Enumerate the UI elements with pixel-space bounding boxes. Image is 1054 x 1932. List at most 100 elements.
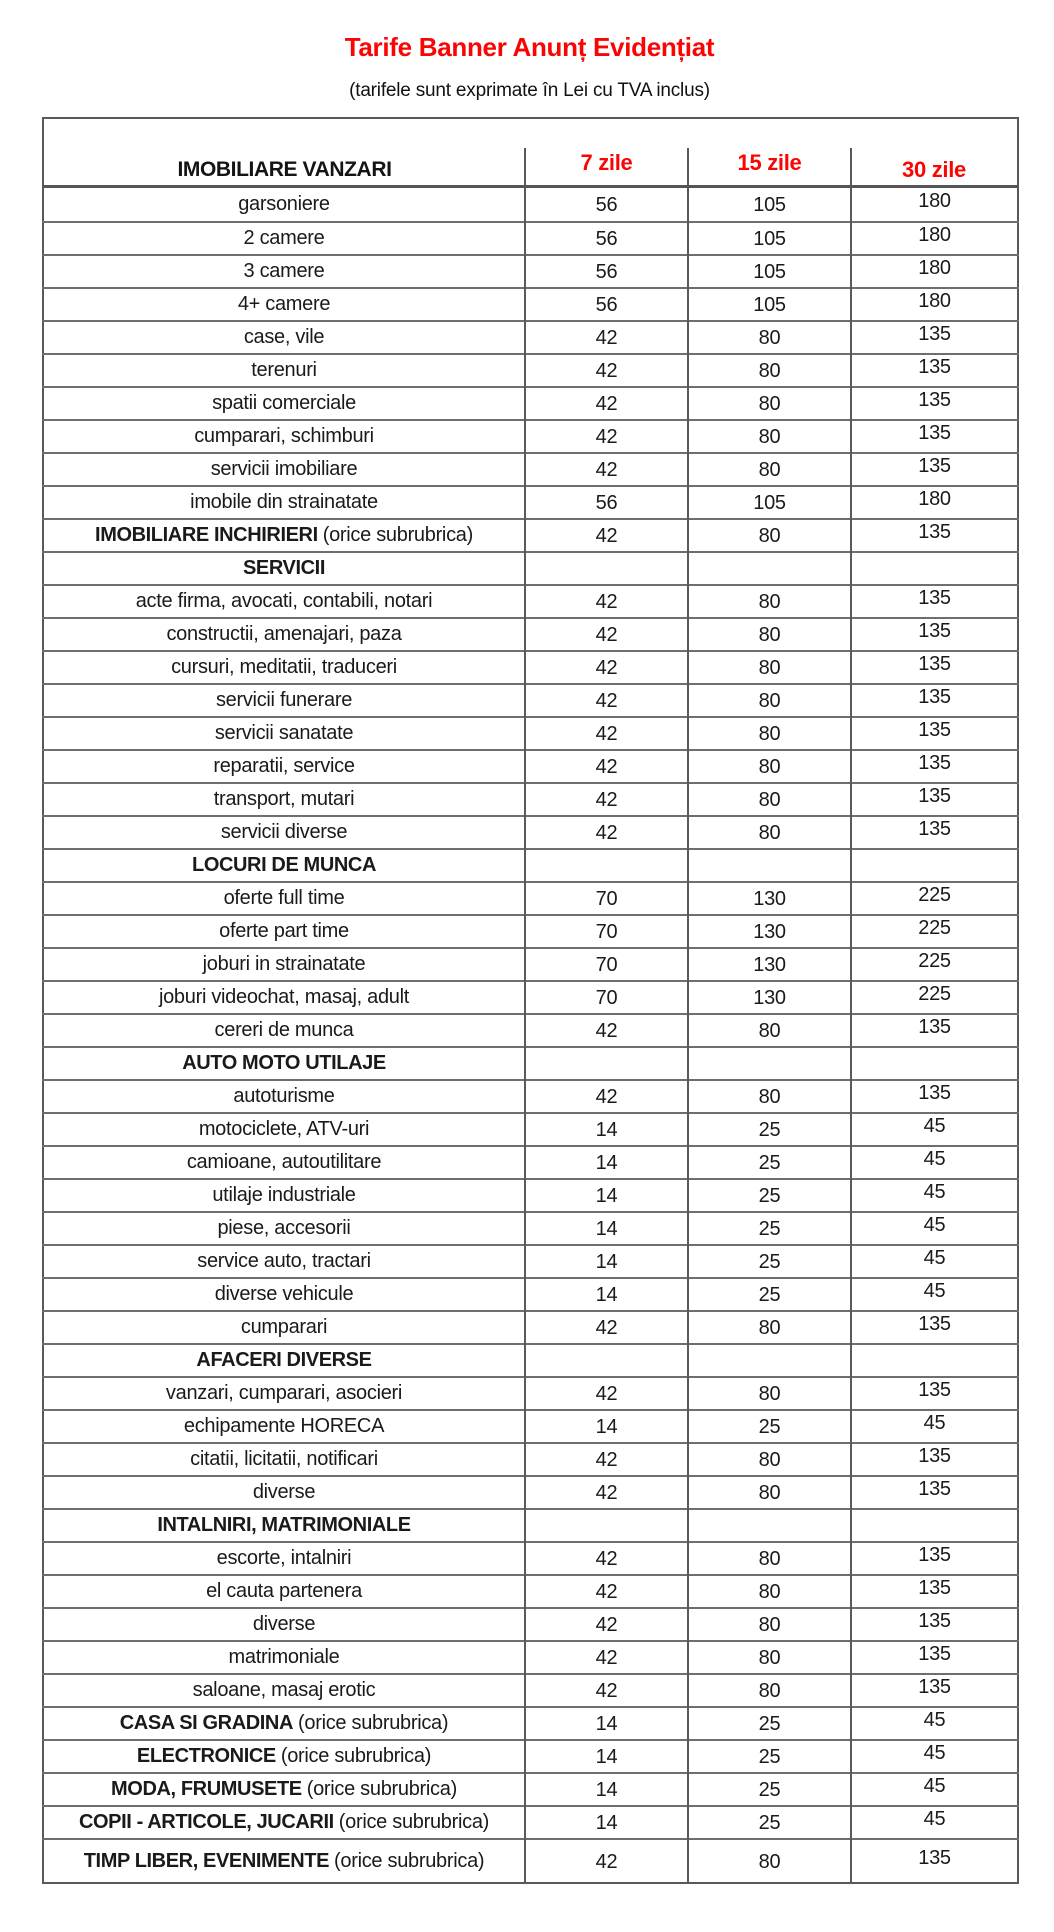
- price-cell: [524, 849, 688, 882]
- category-label: servicii sanatate: [214, 722, 354, 744]
- price-cell: 42: [524, 1839, 688, 1883]
- category-cell: TIMP LIBER, EVENIMENTE (orice subrubrica): [43, 1839, 525, 1883]
- price-cell: 80: [687, 1311, 851, 1344]
- category-label: garsoniere: [238, 192, 330, 215]
- price-value: 14: [595, 1779, 618, 1801]
- category-cell: cursuri, meditatii, traduceri: [43, 651, 525, 684]
- price-value: 135: [918, 1643, 951, 1665]
- price-value: 135: [918, 719, 951, 741]
- pricing-table-body: garsoniere 56 105 180 2 camere 56 105 180 3 came…: [43, 186, 1018, 1883]
- price-cell: 135: [850, 618, 1018, 651]
- price-cell: 80: [687, 684, 851, 717]
- price-cell: 70: [524, 882, 688, 915]
- price-cell: 135: [850, 1608, 1018, 1641]
- price-cell: 180: [850, 288, 1018, 321]
- price-cell: 45: [850, 1707, 1018, 1740]
- price-value: 80: [758, 822, 781, 844]
- category-label-bold: CASA SI GRADINA: [119, 1712, 294, 1734]
- table-row: 3 camere 56 105 180: [43, 255, 1018, 288]
- column-divider: [850, 147, 852, 185]
- price-cell: 45: [850, 1146, 1018, 1179]
- price-cell: 42: [524, 420, 688, 453]
- category-label: joburi in strainatate: [202, 953, 366, 975]
- category-label: el cauta partenera: [206, 1580, 362, 1602]
- category-cell: IMOBILIARE INCHIRIERI (orice subrubrica): [43, 519, 525, 552]
- price-cell: 80: [687, 1608, 851, 1641]
- page-subtitle: (tarifele sunt exprimate în Lei cu TVA i…: [349, 80, 710, 101]
- category-cell: case, vile: [43, 321, 525, 354]
- header-col-30-zile: 30 zile: [850, 118, 1018, 186]
- category-cell: vanzari, cumparari, asocieri: [43, 1377, 525, 1410]
- price-value: 42: [595, 624, 618, 646]
- category-cell: camioane, autoutilitare: [43, 1146, 525, 1179]
- price-value: 130: [753, 987, 786, 1009]
- price-value: 56: [595, 261, 618, 283]
- price-value: 45: [923, 1775, 946, 1797]
- category-cell: cumparari: [43, 1311, 525, 1344]
- category-label: diverse: [252, 1481, 316, 1503]
- price-value: 105: [753, 294, 786, 316]
- price-cell: 45: [850, 1773, 1018, 1806]
- price-cell: 42: [524, 1674, 688, 1707]
- price-value: 135: [918, 1016, 951, 1038]
- price-cell: 25: [687, 1707, 851, 1740]
- price-value: 135: [918, 1676, 951, 1698]
- price-value: 80: [758, 360, 781, 382]
- price-cell: 42: [524, 453, 688, 486]
- price-cell: 225: [850, 882, 1018, 915]
- price-cell: 56: [524, 486, 688, 519]
- price-value: 45: [923, 1214, 946, 1236]
- price-cell: 42: [524, 321, 688, 354]
- price-value: 135: [918, 752, 951, 774]
- price-cell: 130: [687, 981, 851, 1014]
- price-value: 130: [753, 954, 786, 976]
- price-cell: [850, 552, 1018, 585]
- price-cell: 80: [687, 1575, 851, 1608]
- table-row: servicii diverse 42 80 135: [43, 816, 1018, 849]
- section-title: LOCURI DE MUNCA: [192, 854, 376, 876]
- category-cell: 4+ camere: [43, 288, 525, 321]
- price-cell: 135: [850, 1839, 1018, 1883]
- price-value: 135: [918, 587, 951, 609]
- price-value: 14: [595, 1746, 618, 1768]
- price-value: 135: [918, 1445, 951, 1467]
- price-cell: 42: [524, 1443, 688, 1476]
- price-cell: 135: [850, 1674, 1018, 1707]
- price-cell: 180: [850, 486, 1018, 519]
- category-label: service auto, tractari: [197, 1250, 371, 1272]
- section-title: AFACERI DIVERSE: [196, 1349, 372, 1371]
- price-value: 42: [595, 1482, 618, 1504]
- category-cell: garsoniere: [43, 186, 525, 222]
- category-cell: servicii funerare: [43, 684, 525, 717]
- price-value: 45: [923, 1808, 946, 1830]
- table-row: MODA, FRUMUSETE (orice subrubrica) 14 25 45: [43, 1773, 1018, 1806]
- table-row: diverse 42 80 135: [43, 1608, 1018, 1641]
- price-cell: 25: [687, 1740, 851, 1773]
- price-cell: 56: [524, 222, 688, 255]
- price-value: 80: [758, 1449, 781, 1471]
- price-cell: 105: [687, 486, 851, 519]
- price-cell: 42: [524, 1311, 688, 1344]
- category-label: case, vile: [243, 326, 325, 348]
- price-cell: 135: [850, 816, 1018, 849]
- header-category: IMOBILIARE VANZARI: [177, 157, 392, 181]
- price-value: 14: [595, 1218, 618, 1240]
- price-cell: 42: [524, 1542, 688, 1575]
- price-cell: [687, 1509, 851, 1542]
- category-cell: diverse vehicule: [43, 1278, 525, 1311]
- category-label: 3 camere: [243, 260, 325, 282]
- price-cell: 42: [524, 1476, 688, 1509]
- price-cell: 45: [850, 1806, 1018, 1839]
- page-title: Tarife Banner Anunț Evidențiat: [344, 32, 715, 62]
- price-cell: [687, 1047, 851, 1080]
- category-cell: terenuri: [43, 354, 525, 387]
- table-row: 4+ camere 56 105 180: [43, 288, 1018, 321]
- price-cell: [850, 849, 1018, 882]
- price-value: 80: [758, 1680, 781, 1702]
- column-divider: [687, 147, 689, 185]
- category-label-bold: COPII - ARTICOLE, JUCARII: [78, 1811, 334, 1833]
- section-title-cell: AFACERI DIVERSE: [43, 1344, 525, 1377]
- price-value: 180: [918, 290, 951, 312]
- price-cell: 42: [524, 684, 688, 717]
- price-cell: 42: [524, 1377, 688, 1410]
